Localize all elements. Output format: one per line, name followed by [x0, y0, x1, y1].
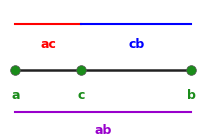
Text: ab: ab: [95, 124, 112, 137]
Text: c: c: [78, 89, 85, 102]
Text: b: b: [187, 89, 196, 102]
Text: ac: ac: [40, 38, 56, 51]
Text: a: a: [11, 89, 20, 102]
Text: cb: cb: [128, 38, 145, 51]
